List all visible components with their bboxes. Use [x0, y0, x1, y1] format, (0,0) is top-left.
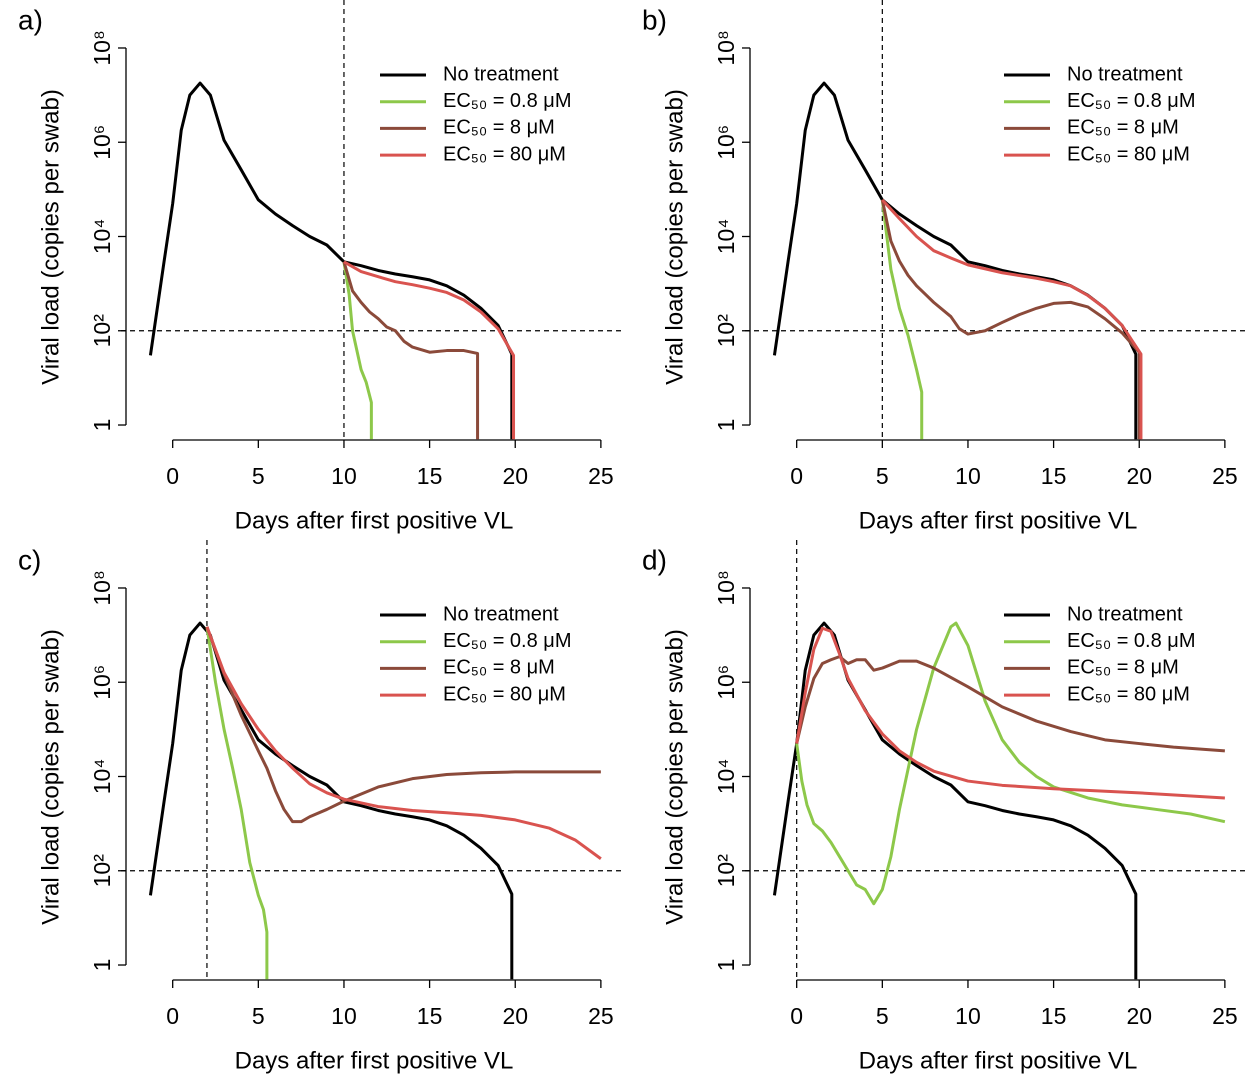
legend-label: EC₅₀ = 0.8 μM	[1067, 90, 1195, 112]
y-tick-label: 1	[89, 959, 115, 972]
legend-label: EC₅₀ = 80 μM	[443, 143, 566, 165]
y-tick-label: 10⁸	[89, 30, 115, 65]
series-line	[880, 199, 924, 440]
legend-label: No treatment	[1067, 603, 1183, 625]
series-line	[772, 621, 1138, 980]
x-tick-label: 20	[1126, 1003, 1152, 1029]
x-tick-label: 5	[876, 1003, 889, 1029]
series-line	[205, 626, 602, 860]
panel: d) 1 10² 10⁴ 10⁶ 10⁸ Viral load (copies per sw…	[642, 540, 1248, 1074]
legend-label: EC₅₀ = 80 μM	[1067, 143, 1190, 165]
y-tick-label: 10⁸	[713, 570, 739, 605]
y-tick-label: 10⁸	[713, 30, 739, 65]
series-line	[342, 261, 480, 440]
y-axis-title: Viral load (copies per swab)	[37, 629, 64, 925]
series-line	[342, 261, 373, 440]
panel-label: c)	[18, 544, 41, 575]
y-axis-title: Viral load (copies per swab)	[661, 89, 688, 385]
y-axis-title: Viral load (copies per swab)	[37, 89, 64, 385]
y-tick-label: 10⁶	[89, 125, 115, 160]
x-tick-label: 15	[417, 1003, 443, 1029]
legend-label: EC₅₀ = 0.8 μM	[443, 90, 571, 112]
y-tick-label: 10⁴	[89, 219, 115, 254]
x-axis-title: Days after first positive VL	[235, 1047, 514, 1074]
series-line	[205, 626, 601, 824]
legend-label: EC₅₀ = 80 μM	[1067, 683, 1190, 705]
panel-label: d)	[642, 544, 667, 575]
x-tick-label: 25	[588, 463, 614, 489]
y-tick-label: 10²	[713, 314, 739, 348]
series-line	[880, 199, 1141, 440]
series-line	[795, 655, 1225, 753]
x-tick-label: 10	[955, 463, 981, 489]
x-axis-title: Days after first positive VL	[859, 507, 1138, 534]
series-line	[795, 626, 1225, 800]
x-tick-label: 15	[1041, 463, 1067, 489]
y-tick-label: 10²	[713, 854, 739, 888]
y-tick-label: 10⁸	[89, 570, 115, 605]
x-tick-label: 5	[252, 1003, 265, 1029]
series-line	[343, 260, 516, 440]
y-tick-label: 10⁶	[89, 665, 115, 700]
series-line	[881, 198, 1143, 440]
x-tick-label: 0	[166, 463, 179, 489]
y-tick-label: 10⁶	[713, 665, 739, 700]
y-axis-title: Viral load (copies per swab)	[661, 629, 688, 925]
legend-label: EC₅₀ = 8 μM	[1067, 117, 1179, 139]
x-tick-label: 5	[876, 463, 889, 489]
legend-label: EC₅₀ = 8 μM	[1067, 657, 1179, 679]
x-tick-label: 20	[502, 463, 528, 489]
x-tick-label: 25	[1212, 463, 1238, 489]
x-tick-label: 20	[1126, 463, 1152, 489]
legend-label: EC₅₀ = 80 μM	[443, 683, 566, 705]
x-axis-title: Days after first positive VL	[859, 1047, 1138, 1074]
legend-label: EC₅₀ = 8 μM	[443, 117, 555, 139]
x-tick-label: 10	[331, 1003, 357, 1029]
x-tick-label: 15	[417, 463, 443, 489]
x-tick-label: 0	[790, 1003, 803, 1029]
x-tick-label: 10	[331, 463, 357, 489]
y-tick-label: 10⁴	[89, 759, 115, 794]
y-tick-label: 1	[713, 419, 739, 432]
y-tick-label: 10²	[89, 314, 115, 348]
series-line	[205, 626, 269, 980]
panel: c) 1 10² 10⁴ 10⁶ 10⁸ Viral load (copies per sw…	[18, 540, 624, 1074]
series-line	[148, 621, 514, 980]
x-tick-label: 15	[1041, 1003, 1067, 1029]
panel: b) 1 10² 10⁴ 10⁶ 10⁸ Viral load (copies per sw…	[642, 0, 1248, 534]
series-line	[148, 81, 514, 440]
x-tick-label: 0	[790, 463, 803, 489]
x-axis-title: Days after first positive VL	[235, 507, 514, 534]
legend-label: No treatment	[1067, 63, 1183, 85]
x-tick-label: 10	[955, 1003, 981, 1029]
y-tick-label: 10²	[89, 854, 115, 888]
y-tick-label: 10⁶	[713, 125, 739, 160]
x-tick-label: 25	[588, 1003, 614, 1029]
x-tick-label: 0	[166, 1003, 179, 1029]
legend-label: No treatment	[443, 63, 559, 85]
legend-label: No treatment	[443, 603, 559, 625]
y-tick-label: 1	[713, 959, 739, 972]
x-tick-label: 20	[502, 1003, 528, 1029]
panel-label: b)	[642, 4, 667, 35]
panel-label: a)	[18, 4, 43, 35]
legend-label: EC₅₀ = 0.8 μM	[1067, 630, 1195, 652]
x-tick-label: 25	[1212, 1003, 1238, 1029]
legend-label: EC₅₀ = 0.8 μM	[443, 630, 571, 652]
y-tick-label: 10⁴	[713, 219, 739, 254]
y-tick-label: 10⁴	[713, 759, 739, 794]
y-tick-label: 1	[89, 419, 115, 432]
panel: a) 1 10² 10⁴ 10⁶ 10⁸ Viral load (copies per sw…	[18, 0, 624, 534]
x-tick-label: 5	[252, 463, 265, 489]
legend-label: EC₅₀ = 8 μM	[443, 657, 555, 679]
